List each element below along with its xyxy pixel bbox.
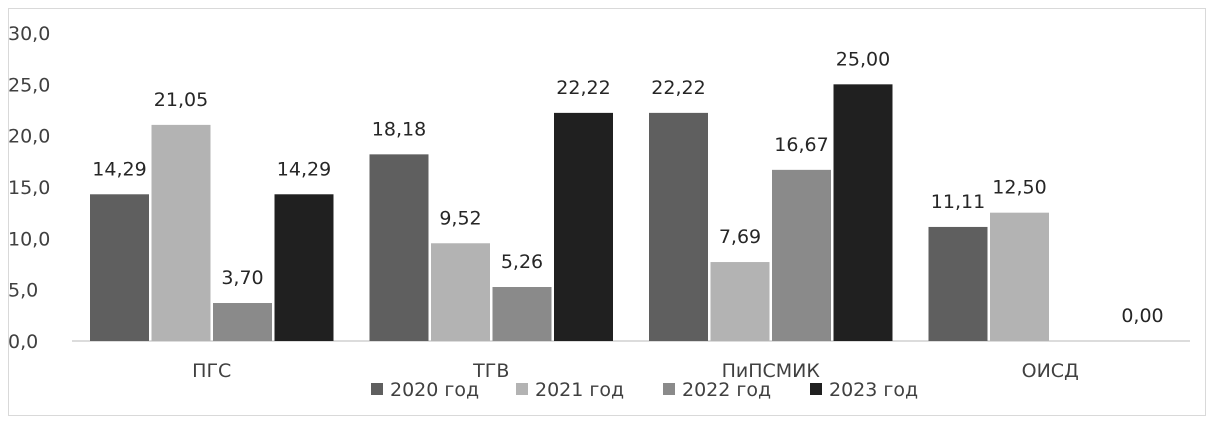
bar xyxy=(492,286,552,341)
bar xyxy=(833,84,893,341)
data-label: 18,18 xyxy=(372,118,426,140)
data-label: 14,29 xyxy=(92,158,146,180)
bar xyxy=(213,303,272,341)
legend-label: 2021 год xyxy=(535,379,624,401)
data-label: 3,70 xyxy=(221,267,263,289)
legend-label: 2022 год xyxy=(682,379,771,401)
category-label: ОИСД xyxy=(1022,360,1079,382)
data-label: 25,00 xyxy=(836,48,890,70)
bar xyxy=(274,194,334,341)
legend-label: 2020 год xyxy=(390,379,479,401)
data-label: 12,50 xyxy=(992,177,1046,199)
legend-label: 2023 год xyxy=(829,379,918,401)
legend-swatch xyxy=(810,383,822,395)
bar xyxy=(369,154,429,341)
y-tick-label: 10,0 xyxy=(8,228,50,250)
bar xyxy=(90,194,149,341)
data-label: 5,26 xyxy=(501,251,543,273)
data-label: 21,05 xyxy=(154,89,208,111)
category-label: ПиПСМИК xyxy=(722,360,821,382)
data-label: 22,22 xyxy=(556,77,610,99)
data-label: 0,00 xyxy=(1121,305,1163,327)
bar xyxy=(772,169,831,341)
data-label: 14,29 xyxy=(277,158,331,180)
y-tick-label: 20,0 xyxy=(8,126,50,148)
category-label: ПГС xyxy=(192,360,231,382)
bar xyxy=(649,112,708,341)
y-tick-label: 0,0 xyxy=(8,331,38,353)
data-label: 22,22 xyxy=(651,77,705,99)
legend-swatch xyxy=(516,383,528,395)
y-tick-label: 25,0 xyxy=(8,74,50,96)
y-tick-label: 5,0 xyxy=(8,280,38,302)
bar xyxy=(431,243,490,341)
data-label: 9,52 xyxy=(439,207,481,229)
data-label: 16,67 xyxy=(774,134,828,156)
legend-swatch xyxy=(663,383,675,395)
category-label: ТГВ xyxy=(472,360,509,382)
bar xyxy=(710,262,770,341)
data-label: 7,69 xyxy=(719,226,761,248)
bar xyxy=(990,212,1049,341)
data-label: 11,11 xyxy=(931,191,985,213)
bar xyxy=(928,226,988,341)
bar xyxy=(151,124,211,342)
bar xyxy=(554,112,613,341)
y-tick-label: 30,0 xyxy=(8,23,50,45)
legend-swatch xyxy=(371,383,383,395)
y-tick-label: 15,0 xyxy=(8,177,50,199)
